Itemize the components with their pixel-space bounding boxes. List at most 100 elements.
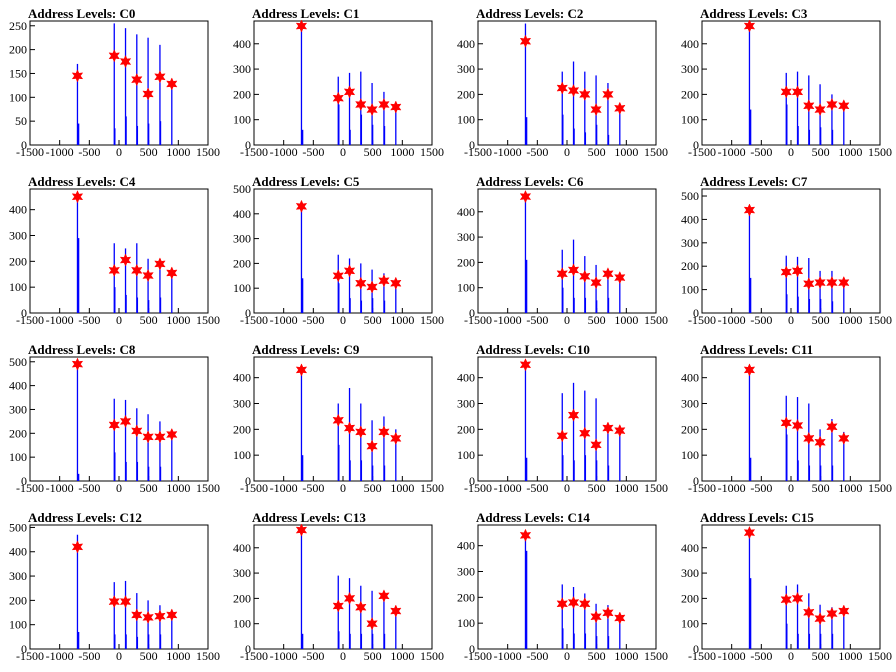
y-tick-label: 400 xyxy=(9,203,27,217)
x-tick-label: -500 xyxy=(302,313,324,327)
peak-marker xyxy=(556,597,568,611)
x-tick-label: -1500 xyxy=(464,481,492,495)
peak-marker xyxy=(166,608,178,622)
plot-frame xyxy=(701,524,881,650)
peak-marker xyxy=(71,540,84,554)
chart-panel-8: Address Levels: C8 0 100 200 300 400 500 -1500-… xyxy=(0,336,224,504)
peak-marker xyxy=(614,101,626,115)
y-tick-label: 200 xyxy=(681,87,699,101)
x-tick-label: 0 xyxy=(788,481,794,495)
peak-marker xyxy=(780,416,792,430)
chart-title: Address Levels: C14 xyxy=(476,510,590,525)
x-tick-label: 0 xyxy=(788,313,794,327)
y-tick-label: 400 xyxy=(233,371,251,385)
x-tick-label: -1500 xyxy=(16,649,44,663)
x-tick-label: -500 xyxy=(78,481,100,495)
x-tick-label: -500 xyxy=(78,313,100,327)
peak-marker xyxy=(343,85,356,99)
peak-marker xyxy=(780,265,792,279)
peak-marker xyxy=(743,525,756,540)
x-tick-label: -1500 xyxy=(240,145,268,159)
x-tick-label: 500 xyxy=(364,145,382,159)
peak-marker xyxy=(826,420,838,434)
peak-marker xyxy=(154,70,166,84)
x-tick-label: 0 xyxy=(340,145,346,159)
x-tick-label: 500 xyxy=(812,649,830,663)
plot-frame xyxy=(29,188,209,314)
peak-marker xyxy=(390,100,402,114)
y-tick-label: 200 xyxy=(681,259,699,273)
chart-svg-15: Address Levels: C15 0 100 200 300 400 -1500 -10… xyxy=(681,510,892,663)
x-tick-label: 500 xyxy=(588,649,606,663)
y-tick-label: 0 xyxy=(245,306,251,320)
chart-panel-0: Address Levels: C0 0 50 100 150 200 250 -1500 -1… xyxy=(0,0,224,168)
y-tick-label: 100 xyxy=(9,90,27,104)
x-tick-label: 500 xyxy=(588,145,606,159)
chart-svg-12: Address Levels: C12 0 100 200 300 400 500 -1500… xyxy=(9,510,220,663)
x-tick-label: 1000 xyxy=(614,145,638,159)
x-tick-label: 0 xyxy=(340,649,346,663)
peak-marker xyxy=(590,610,602,624)
peak-marker xyxy=(838,99,850,113)
plot-frame xyxy=(29,20,209,146)
y-tick-label: 300 xyxy=(681,236,699,250)
x-tick-label: 500 xyxy=(140,145,158,159)
chart-svg-13: Address Levels: C13 0 100 200 300 400 -1500 -10… xyxy=(233,510,444,663)
x-tick-label: -1000 xyxy=(494,313,522,327)
x-tick-label: 1500 xyxy=(196,649,220,663)
x-tick-label: -1000 xyxy=(46,145,74,159)
x-tick-label: -500 xyxy=(750,313,772,327)
chart-panel-9: Address Levels: C9 0 100 200 300 400 -1500 -100… xyxy=(224,336,448,504)
x-tick-label: 1000 xyxy=(838,145,862,159)
peak-marker xyxy=(390,276,402,290)
peak-marker xyxy=(803,277,815,291)
peak-marker xyxy=(803,431,815,446)
y-tick-label: 200 xyxy=(681,422,699,436)
y-tick-label: 200 xyxy=(9,426,27,440)
y-tick-label: 300 xyxy=(9,569,27,583)
x-tick-label: 1500 xyxy=(196,313,220,327)
peak-marker xyxy=(791,85,804,99)
chart-title: Address Levels: C6 xyxy=(476,174,584,189)
x-tick-label: 1000 xyxy=(390,145,414,159)
x-tick-label: 1000 xyxy=(390,313,414,327)
x-tick-label: 0 xyxy=(116,481,122,495)
y-tick-label: 500 xyxy=(681,189,699,203)
y-tick-label: 0 xyxy=(693,642,699,656)
x-tick-label: -1500 xyxy=(240,313,268,327)
chart-svg-4: Address Levels: C4 0 100 200 300 400 -1500 -100… xyxy=(9,174,220,327)
peak-marker xyxy=(390,604,402,618)
x-tick-label: -1000 xyxy=(46,649,74,663)
peak-marker xyxy=(131,424,143,438)
y-tick-label: 200 xyxy=(9,43,27,57)
x-tick-label: 1500 xyxy=(644,145,668,159)
peak-marker xyxy=(343,591,356,606)
chart-svg-1: Address Levels: C1 0 100 200 300 400 -1500 -100… xyxy=(233,6,444,159)
peak-marker xyxy=(332,413,344,427)
peak-marker xyxy=(780,593,792,607)
x-tick-label: 1000 xyxy=(166,313,190,327)
chart-panel-4: Address Levels: C4 0 100 200 300 400 -1500 -100… xyxy=(0,168,224,336)
peak-marker xyxy=(142,87,154,101)
peak-marker xyxy=(814,275,826,290)
plot-frame xyxy=(253,356,433,482)
y-tick-label: 100 xyxy=(233,281,251,295)
peak-marker xyxy=(142,268,154,283)
y-tick-label: 300 xyxy=(233,232,251,246)
chart-svg-5: Address Levels: C50100200300400500-1500-… xyxy=(233,174,444,327)
x-tick-label: 1500 xyxy=(644,649,668,663)
x-tick-label: -1500 xyxy=(16,145,44,159)
x-tick-label: 1000 xyxy=(838,481,862,495)
x-tick-label: 0 xyxy=(116,145,122,159)
peak-marker xyxy=(743,19,756,33)
y-tick-label: 100 xyxy=(9,280,27,294)
peak-marker xyxy=(366,102,378,117)
peak-marker xyxy=(743,203,756,217)
plot-frame xyxy=(701,188,881,314)
peak-marker xyxy=(519,34,532,48)
peak-marker xyxy=(556,267,568,281)
peak-marker xyxy=(791,264,804,278)
peak-marker xyxy=(119,253,132,267)
x-tick-label: -1000 xyxy=(46,313,74,327)
y-tick-label: 0 xyxy=(693,306,699,320)
